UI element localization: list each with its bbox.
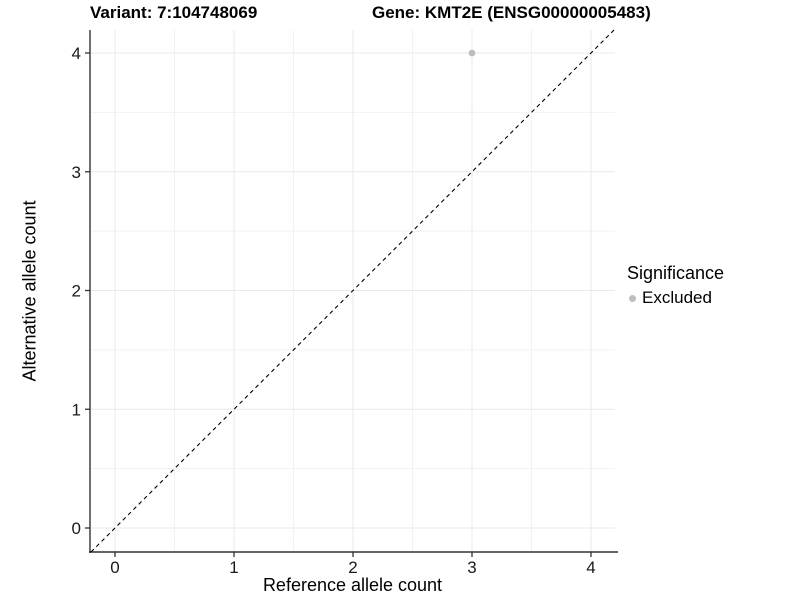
x-tick-label: 3 bbox=[467, 558, 476, 577]
plot-title-gene: Gene: KMT2E (ENSG00000005483) bbox=[372, 3, 651, 22]
legend-item-excluded: Excluded bbox=[627, 288, 724, 308]
legend-item-label: Excluded bbox=[642, 288, 712, 307]
x-tick-label: 2 bbox=[348, 558, 357, 577]
y-tick-label: 1 bbox=[72, 400, 81, 419]
y-tick-label: 0 bbox=[72, 519, 81, 538]
y-tick-label: 2 bbox=[72, 282, 81, 301]
identity-dashed-line bbox=[90, 29, 615, 553]
legend-title: Significance bbox=[627, 263, 725, 283]
legend: Significance Excluded bbox=[627, 263, 724, 308]
plot-title-variant: Variant: 7:104748069 bbox=[90, 3, 258, 22]
legend-point-icon bbox=[629, 294, 636, 302]
x-tick-label: 1 bbox=[229, 558, 238, 577]
x-axis-title: Reference allele count bbox=[262, 575, 443, 595]
x-tick-label: 0 bbox=[110, 558, 119, 577]
y-tick-label: 3 bbox=[72, 163, 81, 182]
y-axis-title: Alternative allele count bbox=[19, 200, 40, 382]
y-tick-label: 4 bbox=[72, 44, 81, 63]
x-tick-label: 4 bbox=[586, 558, 595, 577]
data-point-excluded bbox=[468, 49, 476, 57]
